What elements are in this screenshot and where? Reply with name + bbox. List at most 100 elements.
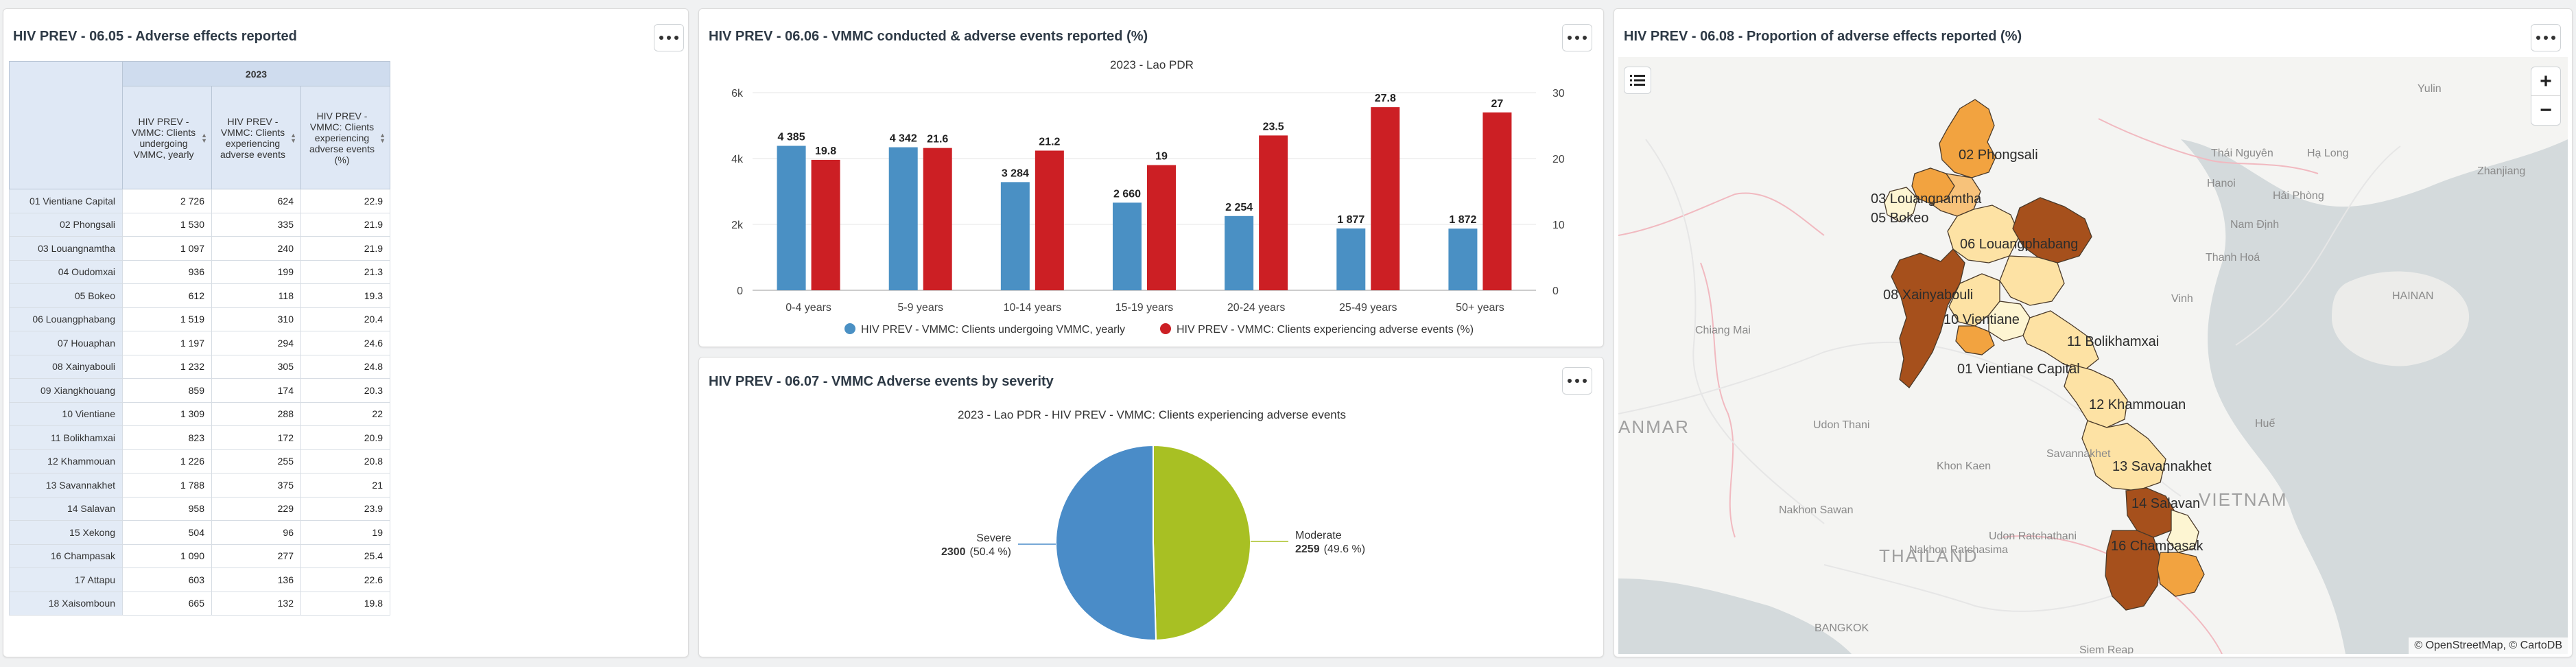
table-row: 02 Phongsali 1 530 335 21.9 bbox=[9, 212, 390, 237]
table-row: 14 Salavan 958 229 23.9 bbox=[9, 496, 390, 521]
province-bokeo[interactable] bbox=[1884, 187, 1918, 222]
value-cell: 294 bbox=[211, 331, 301, 355]
province-vientiane[interactable] bbox=[1948, 273, 2000, 327]
value-cell: 174 bbox=[211, 378, 301, 403]
province-savannakhet[interactable] bbox=[2081, 420, 2166, 491]
province-xainyabouli[interactable] bbox=[1891, 248, 1965, 388]
panel-title: HIV PREV - 06.06 - VMMC conducted & adve… bbox=[709, 29, 1148, 44]
province-khammouan[interactable] bbox=[2064, 364, 2128, 428]
data-label: 19.8 bbox=[815, 145, 836, 157]
zoom-out-button[interactable]: − bbox=[2540, 99, 2552, 121]
value-cell: 1 226 bbox=[122, 449, 212, 473]
province-label: 02 Phongsali bbox=[1959, 148, 2038, 163]
value-cell: 305 bbox=[211, 354, 301, 379]
right-axis-tick: 10 bbox=[1552, 220, 1565, 231]
road-line bbox=[1823, 564, 2154, 612]
pie-percent: (50.4 %) bbox=[970, 546, 1011, 558]
province-label: 06 Louangphabang bbox=[1960, 237, 2079, 252]
bar-adverse-pct bbox=[1371, 107, 1400, 290]
province-vientiane-capital[interactable] bbox=[1955, 325, 1995, 355]
map-attribution[interactable]: © OpenStreetMap, © CartoDB bbox=[2409, 637, 2568, 654]
province-oudomxai[interactable] bbox=[1930, 173, 1981, 217]
row-label: 05 Bokeo bbox=[9, 283, 123, 308]
zoom-in-button[interactable]: + bbox=[2531, 67, 2560, 96]
province-label: 14 Salavan bbox=[2131, 496, 2201, 511]
province-xiangkhouang[interactable] bbox=[1999, 255, 2065, 306]
value-cell: 1 519 bbox=[122, 307, 212, 331]
map-bg-label: Siem Reap bbox=[2079, 644, 2134, 654]
x-axis-tick: 50+ years bbox=[1456, 302, 1504, 314]
bar-adverse-pct bbox=[811, 159, 840, 290]
province-xekong[interactable] bbox=[2166, 509, 2199, 553]
legend-toggle-button[interactable] bbox=[1624, 67, 1651, 94]
value-cell: 20.3 bbox=[300, 378, 390, 403]
right-axis-tick: 30 bbox=[1552, 88, 1565, 100]
legend-label: HIV PREV - VMMC: Clients undergoing VMMC… bbox=[861, 324, 1125, 336]
bar-clients-undergoing bbox=[1225, 215, 1254, 290]
data-label: 21.2 bbox=[1039, 136, 1060, 148]
province-xaisomboun[interactable] bbox=[1988, 301, 2031, 342]
map-bg-label: Udon Thani bbox=[1813, 419, 1870, 431]
map-bg-label: HAINAN bbox=[2392, 290, 2434, 302]
pie-percent: (49.6 %) bbox=[1324, 543, 1365, 555]
panel-menu-button[interactable] bbox=[1562, 367, 1592, 395]
row-label: 15 Xekong bbox=[9, 520, 123, 545]
value-cell: 23.9 bbox=[300, 496, 390, 521]
map-bg-label: Nakhon Ratchasima bbox=[1909, 544, 2009, 556]
value-cell: 288 bbox=[211, 401, 301, 426]
value-cell: 24.6 bbox=[300, 331, 390, 355]
province-attapu[interactable] bbox=[2157, 552, 2205, 597]
panel-title: HIV PREV - 06.08 - Proportion of adverse… bbox=[1624, 29, 2022, 44]
map-svg[interactable] bbox=[1618, 57, 2568, 654]
left-axis-tick: 2k bbox=[731, 220, 744, 231]
legend-marker bbox=[844, 323, 855, 334]
more-icon bbox=[1568, 379, 1572, 383]
bar-clients-undergoing bbox=[1336, 228, 1366, 290]
value-cell: 21 bbox=[300, 473, 390, 498]
map-bg-label: ANMAR bbox=[1618, 417, 1690, 437]
value-cell: 118 bbox=[211, 283, 301, 308]
value-cell: 22.9 bbox=[300, 189, 390, 213]
value-cell: 22.6 bbox=[300, 567, 390, 592]
map-bg-label: Hanoi bbox=[2207, 178, 2236, 189]
panel-menu-button[interactable] bbox=[654, 24, 684, 51]
value-cell: 1 309 bbox=[122, 401, 212, 426]
panel-menu-button[interactable] bbox=[1562, 24, 1592, 51]
row-label: 14 Salavan bbox=[9, 496, 123, 521]
table-row: 13 Savannakhet 1 788 375 21 bbox=[9, 473, 390, 498]
sort-icon[interactable]: ▲ ▼ bbox=[290, 131, 296, 144]
year-header: 2023 bbox=[122, 61, 390, 86]
sort-icon[interactable]: ▲ ▼ bbox=[201, 131, 207, 144]
left-axis-tick: 0 bbox=[737, 285, 743, 297]
x-axis-tick: 15-19 years bbox=[1115, 302, 1174, 314]
row-label: 03 Louangnamtha bbox=[9, 236, 123, 261]
row-label: 12 Khammouan bbox=[9, 449, 123, 473]
province-phongsali[interactable] bbox=[1939, 99, 1996, 178]
column-header-clients-adverse-pct[interactable]: HIV PREV - VMMC: Clients experiencing ad… bbox=[300, 86, 390, 189]
value-cell: 21.3 bbox=[300, 259, 390, 284]
data-label: 27 bbox=[1491, 98, 1504, 110]
map-bg-label: Khon Kaen bbox=[1937, 460, 1992, 472]
bar-adverse-pct bbox=[1259, 135, 1288, 290]
data-label: 1 877 bbox=[1337, 214, 1364, 226]
province-champasak[interactable] bbox=[2105, 530, 2161, 611]
panel-menu-button[interactable] bbox=[2531, 24, 2561, 51]
value-cell: 25.4 bbox=[300, 543, 390, 568]
table-corner-header bbox=[9, 61, 123, 189]
province-houaphan[interactable] bbox=[2012, 197, 2092, 264]
province-salavan[interactable] bbox=[2125, 487, 2176, 538]
data-label: 23.5 bbox=[1263, 121, 1284, 132]
column-header-clients-undergoing[interactable]: HIV PREV - VMMC: Clients undergoing VMMC… bbox=[122, 86, 212, 189]
value-cell: 1 197 bbox=[122, 331, 212, 355]
data-label: 19 bbox=[1155, 151, 1168, 163]
map-bg-label: Huế bbox=[2255, 418, 2276, 430]
value-cell: 199 bbox=[211, 259, 301, 284]
map-bg-label: Savannakhet bbox=[2046, 448, 2111, 460]
sort-icon[interactable]: ▲ ▼ bbox=[379, 131, 386, 144]
table-row: 16 Champasak 1 090 277 25.4 bbox=[9, 543, 390, 568]
value-cell: 1 090 bbox=[122, 543, 212, 568]
map-canvas[interactable]: Yulin Thái Nguyên Hạ Long Hanoi Hải Phòn… bbox=[1618, 57, 2568, 654]
value-cell: 96 bbox=[211, 520, 301, 545]
column-header-clients-adverse[interactable]: HIV PREV - VMMC: Clients experiencing ad… bbox=[211, 86, 301, 189]
left-axis-tick: 4k bbox=[731, 154, 744, 165]
